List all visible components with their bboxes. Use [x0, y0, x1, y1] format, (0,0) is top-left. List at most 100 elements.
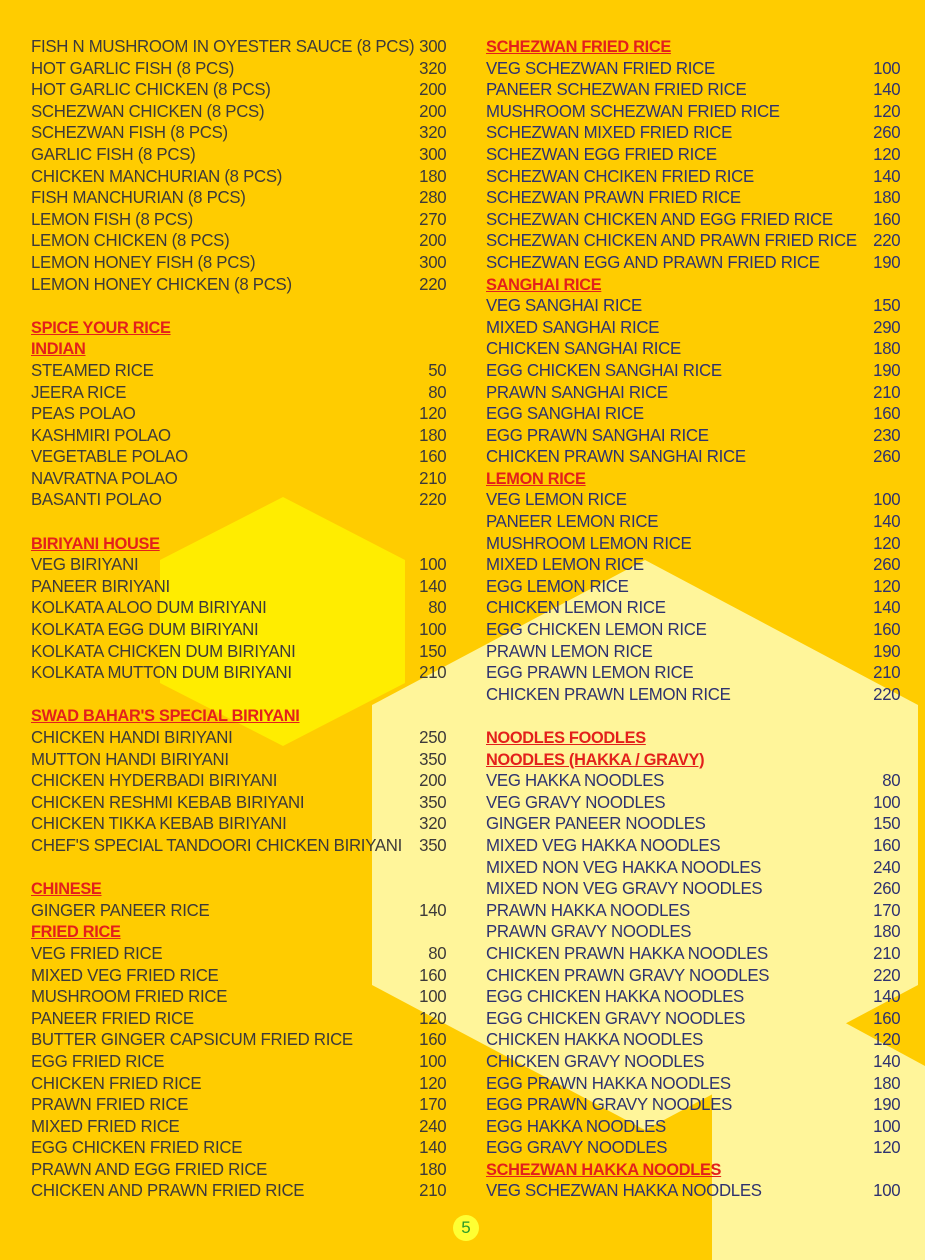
- menu-item: PRAWN HAKKA NOODLES 170: [486, 900, 901, 922]
- item-name: EGG HAKKA NOODLES: [486, 1115, 666, 1136]
- item-name: HOT GARLIC CHICKEN (8 PCS): [31, 79, 271, 100]
- menu-item: EGG PRAWN LEMON RICE 210: [486, 662, 901, 684]
- item-name: EGG PRAWN GRAVY NOODLES: [486, 1094, 733, 1115]
- menu-item: EGG CHICKEN GRAVY NOODLES 160: [486, 1007, 901, 1030]
- menu-item: EGG LEMON RICE 120: [486, 575, 901, 598]
- item-price: 210: [873, 662, 901, 683]
- item-price: 180: [873, 187, 901, 208]
- item-price: 120: [873, 143, 901, 164]
- item-price: 120: [873, 575, 901, 596]
- item-name: KOLKATA EGG DUM BIRIYANI: [31, 619, 259, 640]
- menu-item: SCHEZWAN CHICKEN AND PRAWN FRIED RICE 220: [486, 230, 901, 252]
- menu-item: NAVRATNA POLAO 210: [31, 468, 447, 490]
- menu-item: VEG GRAVY NOODLES 100: [486, 791, 901, 814]
- item-price: 220: [419, 489, 447, 510]
- hexagon-yellow-left: [160, 497, 405, 746]
- menu-item: SCHEZWAN PRAWN FRIED RICE 180: [486, 187, 901, 209]
- section-heading: BIRIYANI HOUSE: [31, 533, 446, 555]
- item-name: PRAWN GRAVY NOODLES: [486, 921, 692, 942]
- item-name: CHICKEN FRIED RICE: [31, 1072, 202, 1093]
- section-heading: FRIED RICE: [31, 921, 446, 943]
- item-name: MUSHROOM LEMON RICE: [486, 532, 692, 553]
- item-name: GARLIC FISH (8 PCS): [31, 143, 196, 164]
- item-price: 210: [419, 1180, 447, 1201]
- item-name: SCHEZWAN CHCIKEN FRIED RICE: [486, 165, 754, 186]
- spacer: [31, 511, 446, 533]
- menu-item: CHICKEN HAKKA NOODLES 120: [486, 1029, 901, 1051]
- item-price: 80: [882, 770, 901, 791]
- item-name: VEGETABLE POLAO: [31, 446, 188, 467]
- menu-item: CHICKEN PRAWN GRAVY NOODLES 220: [486, 964, 901, 987]
- item-name: SCHEZWAN CHICKEN AND EGG FRIED RICE: [486, 208, 833, 229]
- menu-item: SCHEZWAN EGG FRIED RICE 120: [486, 143, 901, 166]
- item-price: 260: [873, 122, 901, 143]
- item-price: 100: [873, 791, 901, 812]
- item-name: CHICKEN LEMON RICE: [486, 597, 666, 618]
- item-price: 160: [873, 208, 901, 229]
- item-name: SCHEZWAN EGG FRIED RICE: [486, 143, 717, 164]
- item-name: MIXED NON VEG GRAVY NOODLES: [486, 878, 763, 899]
- menu-item: LEMON HONEY CHICKEN (8 PCS) 220: [31, 274, 447, 296]
- menu-item: KOLKATA CHICKEN DUM BIRIYANI 150: [31, 641, 447, 663]
- item-price: 100: [873, 57, 901, 78]
- item-name: EGG CHICKEN SANGHAI RICE: [486, 359, 722, 380]
- item-price: 140: [873, 79, 901, 100]
- section-heading-text: CHINESE: [31, 879, 102, 899]
- item-name: VEG GRAVY NOODLES: [486, 791, 666, 812]
- spacer: [486, 705, 900, 727]
- item-name: CHICKEN HAKKA NOODLES: [486, 1029, 704, 1050]
- item-price: 170: [419, 1094, 447, 1115]
- menu-item: HOT GARLIC CHICKEN (8 PCS) 200: [31, 79, 447, 101]
- menu-item: CHICKEN RESHMI KEBAB BIRIYANI 350: [31, 792, 447, 814]
- item-price: 190: [873, 1094, 901, 1115]
- item-price: 210: [873, 381, 901, 402]
- menu-item: EGG FRIED RICE 100: [31, 1051, 447, 1073]
- menu-item: EGG SANGHAI RICE 160: [486, 403, 901, 425]
- section-heading: SANGHAI RICE: [486, 274, 900, 296]
- menu-item: CHICKEN AND PRAWN FRIED RICE 210: [31, 1180, 447, 1202]
- item-name: JEERA RICE: [31, 381, 127, 402]
- page-number: 5: [453, 1215, 479, 1241]
- section-heading-text: SWAD BAHAR'S SPECIAL BIRIYANI: [31, 706, 300, 726]
- item-name: MUSHROOM FRIED RICE: [31, 986, 228, 1007]
- menu-item: KOLKATA EGG DUM BIRIYANI 100: [31, 619, 447, 641]
- item-name: MUSHROOM SCHEZWAN FRIED RICE: [486, 100, 780, 121]
- item-name: CHICKEN PRAWN GRAVY NOODLES: [486, 964, 770, 985]
- item-name: SCHEZWAN CHICKEN AND PRAWN FRIED RICE: [486, 230, 857, 251]
- item-price: 120: [873, 1137, 901, 1158]
- menu-item: PANEER LEMON RICE 140: [486, 511, 901, 533]
- menu-item: GARLIC FISH (8 PCS) 300: [31, 143, 447, 166]
- menu-item: PRAWN LEMON RICE 190: [486, 641, 901, 663]
- menu-item: BASANTI POLAO 220: [31, 489, 447, 511]
- item-price: 120: [873, 532, 901, 553]
- item-name: STEAMED RICE: [31, 359, 154, 380]
- menu-item: HOT GARLIC FISH (8 PCS) 320: [31, 58, 447, 80]
- right-menu-column: SCHEZWAN FRIED RICE VEG SCHEZWAN FRIED RI…: [486, 36, 901, 1202]
- item-name: KASHMIRI POLAO: [31, 424, 171, 445]
- item-name: VEG FRIED RICE: [31, 942, 163, 963]
- menu-item: FISH MANCHURIAN (8 PCS) 280: [31, 187, 447, 209]
- menu-item: MIXED LEMON RICE 260: [486, 554, 901, 576]
- item-price: 80: [428, 381, 447, 402]
- item-name: SCHEZWAN MIXED FRIED RICE: [486, 122, 733, 143]
- item-name: VEG SANGHAI RICE: [486, 295, 642, 316]
- item-name: KOLKATA ALOO DUM BIRIYANI: [31, 597, 267, 618]
- item-price: 100: [873, 489, 901, 510]
- menu-item: CHICKEN HANDI BIRIYANI 250: [31, 727, 447, 749]
- item-price: 120: [419, 403, 447, 424]
- menu-item: PANEER BIRIYANI 140: [31, 576, 447, 598]
- item-name: GINGER PANEER RICE: [31, 899, 210, 920]
- menu-item: VEG SCHEZWAN HAKKA NOODLES 100: [486, 1180, 901, 1202]
- item-name: LEMON CHICKEN (8 PCS): [31, 230, 230, 251]
- item-price: 180: [419, 424, 447, 445]
- item-price: 160: [873, 1007, 901, 1028]
- item-name: CHICKEN MANCHURIAN (8 PCS): [31, 165, 283, 186]
- menu-item: GINGER PANEER NOODLES 150: [486, 813, 901, 835]
- section-heading-text: NOODLES (HAKKA / GRAVY): [486, 749, 705, 769]
- item-name: SCHEZWAN FISH (8 PCS): [31, 122, 228, 143]
- item-price: 280: [419, 187, 447, 208]
- item-price: 230: [873, 424, 901, 445]
- menu-item: VEG HAKKA NOODLES 80: [486, 770, 901, 792]
- menu-item: MIXED FRIED RICE 240: [31, 1116, 447, 1138]
